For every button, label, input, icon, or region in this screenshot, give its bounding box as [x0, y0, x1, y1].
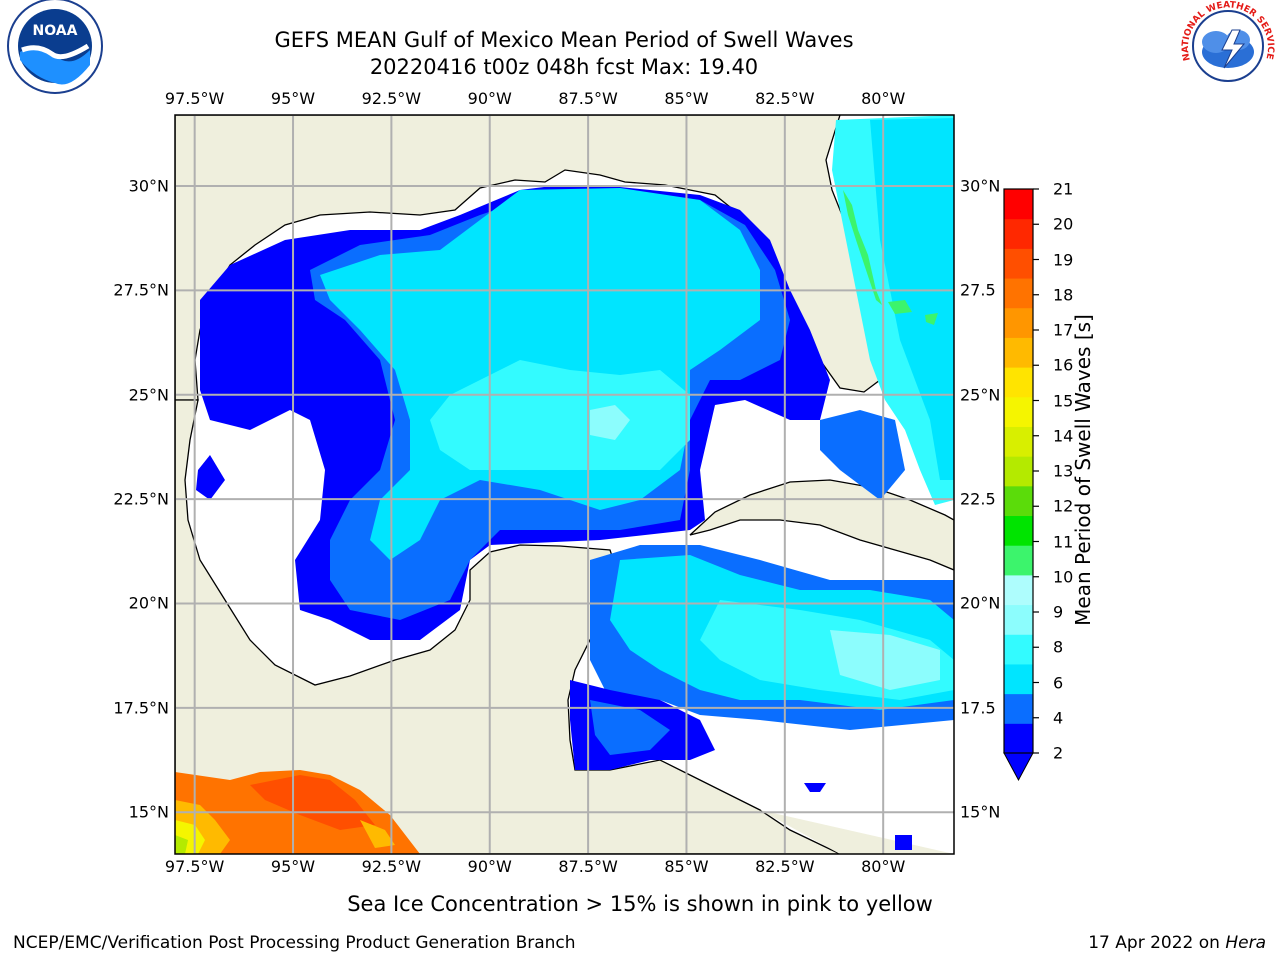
lat-tick-label-right: 22.5: [960, 489, 996, 509]
colorbar-swatch: [1004, 634, 1033, 665]
colorbar-swatch: [1004, 307, 1033, 338]
chart-subtitle: 20220416 t00z 048h fcst Max: 19.40: [369, 55, 759, 79]
sea-ice-note: Sea Ice Concentration > 15% is shown in …: [347, 892, 933, 916]
lon-tick-label-bottom: 92.5°W: [361, 857, 422, 876]
lon-tick-label-bottom: 90°W: [467, 857, 512, 876]
lon-tick-label-top: 90°W: [467, 89, 512, 108]
colorbar-swatch: [1004, 693, 1033, 724]
colorbar-swatch: [1004, 396, 1033, 427]
colorbar-swatch: [1004, 456, 1033, 487]
colorbar-swatch: [1004, 723, 1033, 754]
colorbar-tick-label: 9: [1053, 602, 1064, 622]
lat-tick-label-left: 22.5°N: [113, 489, 169, 509]
lon-tick-label-top: 95°W: [270, 89, 316, 108]
run-date: 17 Apr 2022 on Hera: [1088, 933, 1266, 953]
colorbar-tick-label: 13: [1053, 461, 1074, 481]
lat-tick-label-right: 30°N: [960, 176, 1001, 196]
colorbar-tick-label: 6: [1053, 673, 1064, 692]
run-date-text: 17 Apr 2022 on: [1088, 933, 1220, 953]
colorbar-extend-triangle: [1003, 752, 1034, 782]
colorbar-swatch: [1004, 337, 1033, 368]
colorbar-swatch: [1004, 218, 1033, 249]
swell-field: [196, 115, 954, 850]
land-cuba: [689, 479, 954, 571]
colorbar-tick-label: 12: [1053, 496, 1074, 516]
lat-tick-label-left: 25°N: [128, 385, 169, 405]
colorbar-tick-label: 18: [1053, 285, 1074, 305]
lon-tick-label-top: 97.5°W: [164, 89, 225, 108]
colorbar-tick-label: 16: [1053, 355, 1074, 375]
colorbar-tick-label: 14: [1053, 426, 1074, 446]
colorbar-swatch: [1004, 426, 1033, 457]
colorbar-tick-label: 10: [1053, 567, 1074, 587]
colorbar-tick-label: 20: [1053, 214, 1074, 234]
colorbar-swatch: [1004, 515, 1033, 546]
colorbar-swatch: [1004, 545, 1033, 576]
colorbar-tick-label: 2: [1053, 743, 1064, 763]
colorbar-tick-label: 8: [1053, 637, 1064, 657]
lon-tick-label-top: 92.5°W: [361, 89, 422, 108]
lon-tick-label-top: 87.5°W: [558, 89, 618, 108]
machine-name: Hera: [1225, 933, 1266, 953]
colorbar-label: Mean Period of Swell Waves [s]: [1071, 314, 1095, 626]
lat-tick-label-right: 27.5: [960, 280, 996, 300]
credit-text: NCEP/EMC/Verification Post Processing Pr…: [13, 933, 576, 953]
land-mexico: [175, 399, 841, 854]
lon-tick-label-bottom: 85°W: [664, 857, 709, 876]
lon-tick-label-bottom: 95°W: [270, 857, 316, 876]
lat-tick-label-left: 27.5°N: [113, 280, 169, 300]
colorbar-swatch: [1004, 485, 1033, 517]
lat-tick-label-right: 17.5: [960, 698, 996, 718]
colorbar-tick-label: 15: [1053, 391, 1074, 410]
lon-tick-label-bottom: 97.5°W: [164, 857, 225, 876]
map-frame: [174, 114, 955, 855]
lon-tick-label-bottom: 80°W: [861, 857, 906, 876]
lon-tick-label-top: 82.5°W: [755, 89, 815, 108]
lon-tick-label-top: 80°W: [861, 89, 906, 108]
colorbar-tick-label: 19: [1053, 250, 1074, 269]
colorbar-swatch: [1004, 663, 1033, 695]
colorbar-swatch: [1004, 574, 1033, 606]
colorbar-swatch: [1004, 189, 1033, 220]
chart-title: GEFS MEAN Gulf of Mexico Mean Period of …: [274, 28, 854, 52]
graticule: [175, 115, 954, 854]
lat-tick-label-right: 20°N: [960, 593, 1001, 613]
colorbar-swatch: [1004, 248, 1033, 279]
lat-tick-label-left: 17.5°N: [113, 698, 169, 718]
lon-tick-label-bottom: 82.5°W: [755, 857, 815, 876]
lat-tick-label-left: 20°N: [128, 593, 169, 613]
colorbar-swatch: [1004, 604, 1033, 635]
lat-tick-label-left: 30°N: [128, 176, 169, 196]
lon-tick-label-top: 85°W: [664, 89, 709, 108]
colorbar-tick-label: 4: [1053, 708, 1064, 728]
colorbar-tick-label: 17: [1053, 320, 1074, 340]
lat-tick-label-right: 15°N: [960, 802, 1001, 822]
colorbar-swatch: [1004, 278, 1033, 309]
lat-tick-label-left: 15°N: [128, 802, 169, 822]
lon-tick-label-bottom: 87.5°W: [558, 857, 618, 876]
lat-tick-label-right: 25°N: [960, 385, 1001, 405]
colorbar-swatch: [1004, 367, 1033, 398]
colorbar-tick-label: 21: [1053, 179, 1074, 199]
colorbar-tick-label: 11: [1053, 532, 1074, 551]
